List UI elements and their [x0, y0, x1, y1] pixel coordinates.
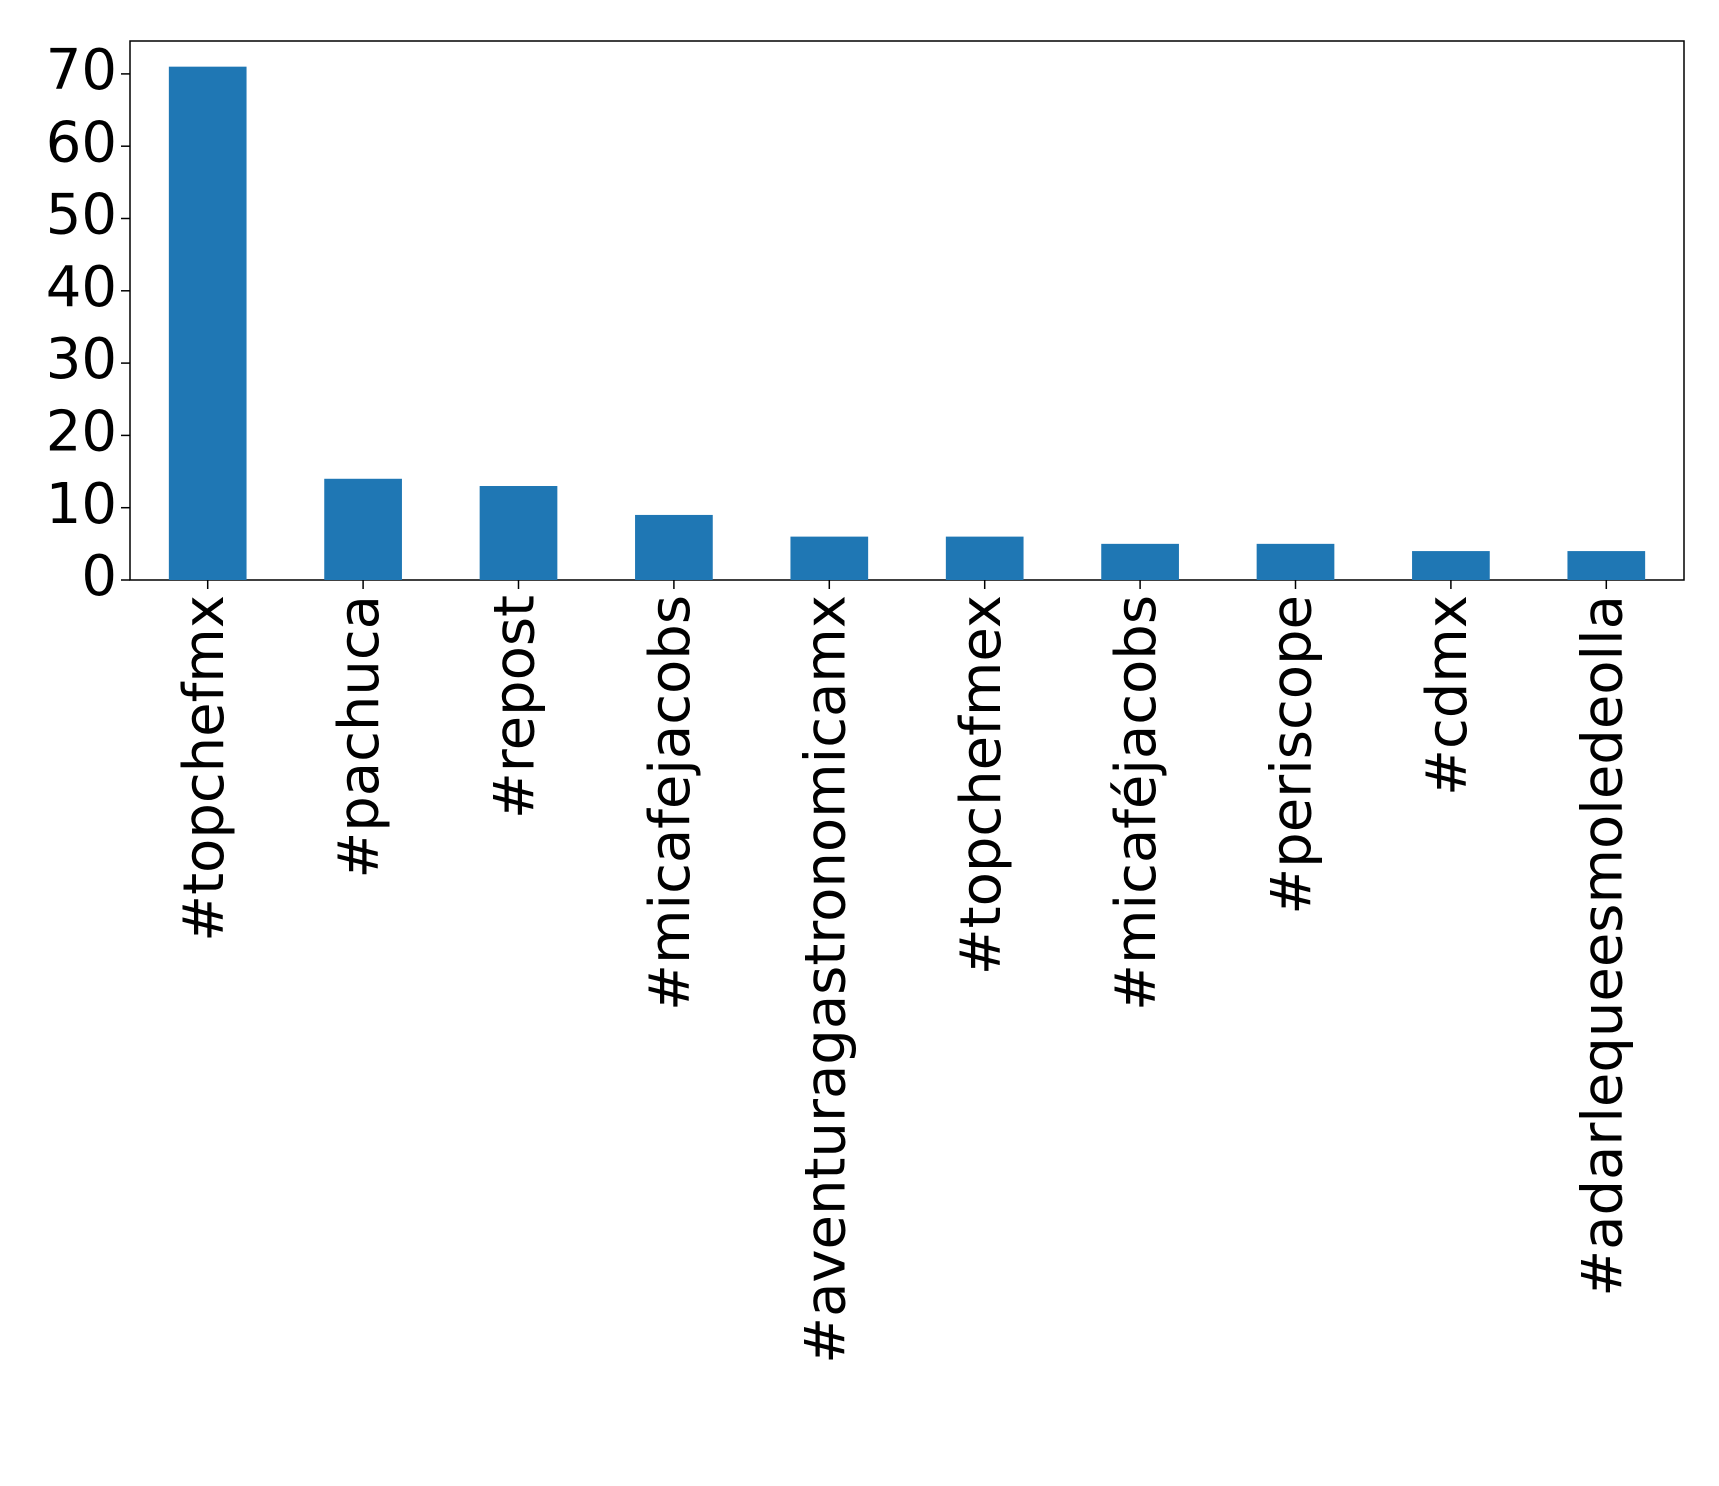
x-tick-label: #pachuca — [327, 595, 392, 879]
x-tick-label: #micafejacobs — [638, 595, 703, 1011]
y-tick-label: 50 — [46, 183, 117, 248]
bar — [790, 536, 869, 580]
bar — [1567, 551, 1646, 580]
x-tick-label: #cdmx — [1415, 595, 1480, 796]
x-tick-label: #adarlequeesmoledeolla — [1570, 595, 1635, 1297]
y-tick-label: 70 — [46, 38, 117, 103]
x-tick-label: #aventuragastronomicamx — [793, 595, 858, 1364]
y-tick-label: 30 — [46, 327, 117, 392]
x-tick-label: #topchefmex — [949, 595, 1014, 975]
y-tick-label: 10 — [46, 472, 117, 537]
bar — [324, 478, 402, 580]
bar — [1256, 543, 1335, 580]
bar — [1101, 543, 1179, 580]
bar — [479, 486, 558, 580]
x-tick-label: #topchefmx — [172, 595, 237, 942]
y-tick-label: 40 — [46, 255, 117, 320]
bar — [945, 536, 1024, 580]
y-tick-label: 60 — [46, 110, 117, 175]
x-tick-label: #repost — [483, 595, 548, 819]
x-tick-label: #micaféjacobs — [1104, 595, 1169, 1011]
bar — [635, 514, 713, 580]
bar — [168, 66, 247, 580]
bar — [1412, 551, 1490, 580]
plot-frame — [129, 40, 1685, 581]
x-tick-label: #periscope — [1260, 595, 1325, 915]
y-tick-label: 0 — [81, 544, 117, 609]
y-tick-label: 20 — [46, 400, 117, 465]
